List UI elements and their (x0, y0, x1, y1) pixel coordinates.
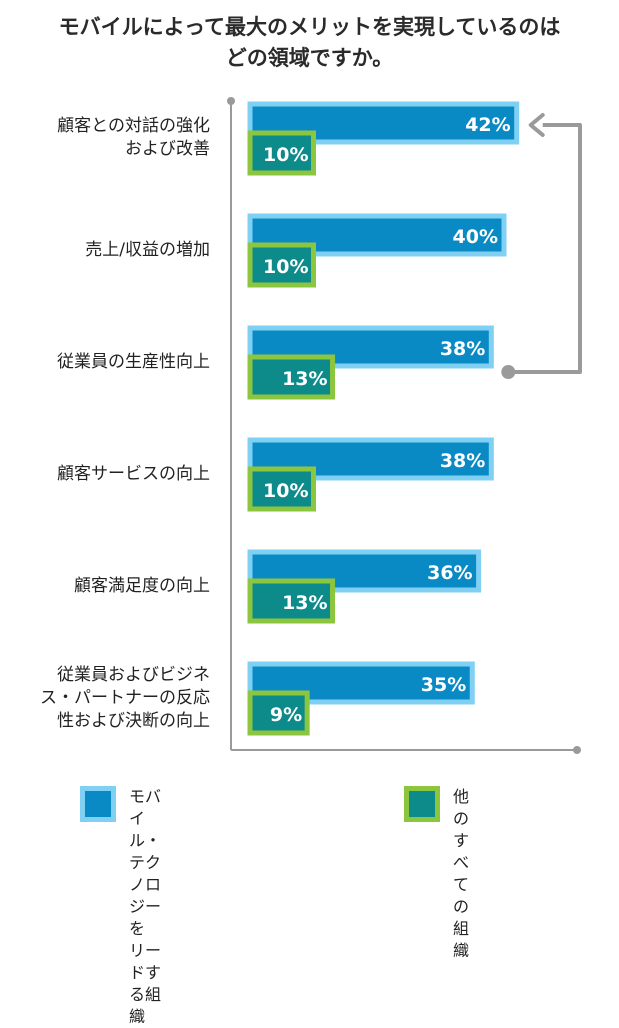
y-axis-end-dot (227, 97, 235, 105)
category-label: 従業員およびビジネ ス・パートナーの反応 性および決断の向上 (40, 664, 210, 731)
category-label: 顧客サービスの向上 (57, 463, 210, 484)
bar-label-others: 13% (282, 368, 327, 390)
category-label: 従業員の生産性向上 (57, 351, 210, 372)
bar-label-others: 10% (263, 480, 308, 502)
category-label: 顧客との対話の強化 および改善 (57, 116, 210, 159)
bar-label-leaders: 42% (465, 114, 510, 136)
legend-label-leaders: モバイル・テクノロジーを リードする組織 (129, 787, 162, 1026)
chart-title-line-2: どの領域ですか。 (225, 46, 394, 70)
annotation-arrow-head (528, 113, 545, 137)
legend-label-others: 他のすべ ての組織 (453, 787, 470, 960)
bar-label-others: 9% (270, 704, 302, 726)
bar-label-leaders: 36% (427, 562, 472, 584)
legend-swatch-others (404, 786, 440, 822)
bar-leaders (247, 325, 494, 369)
category-label: 顧客満足度の向上 (74, 575, 210, 596)
bar-others (247, 130, 316, 176)
legend-swatch-leaders (80, 786, 116, 822)
category-label: 売上/収益の増加 (85, 239, 210, 260)
bar-others (247, 242, 316, 288)
chart-title: モバイルによって最大のメリットを実現しているのは どの領域ですか。 (0, 12, 619, 74)
bar-label-leaders: 38% (440, 450, 485, 472)
bar-label-others: 10% (263, 256, 308, 278)
bar-label-leaders: 38% (440, 338, 485, 360)
x-axis-end-dot (573, 746, 581, 754)
bar-others (247, 578, 336, 624)
bar-others (247, 354, 336, 400)
bar-label-leaders: 35% (421, 674, 466, 696)
bar-label-leaders: 40% (453, 226, 498, 248)
bar-others (247, 466, 316, 512)
annotation-arrow-line (513, 123, 582, 374)
bar-label-others: 13% (282, 592, 327, 614)
chart-title-line-1: モバイルによって最大のメリットを実現しているのは (58, 15, 561, 39)
bar-others (247, 690, 310, 736)
bar-chart: 42% 10% 40% 10% 38% 13% 38% 10% 36% 13% 35% 9% (227, 97, 582, 754)
annotation-arrow-start-dot (501, 365, 516, 379)
bar-label-others: 10% (263, 144, 308, 166)
